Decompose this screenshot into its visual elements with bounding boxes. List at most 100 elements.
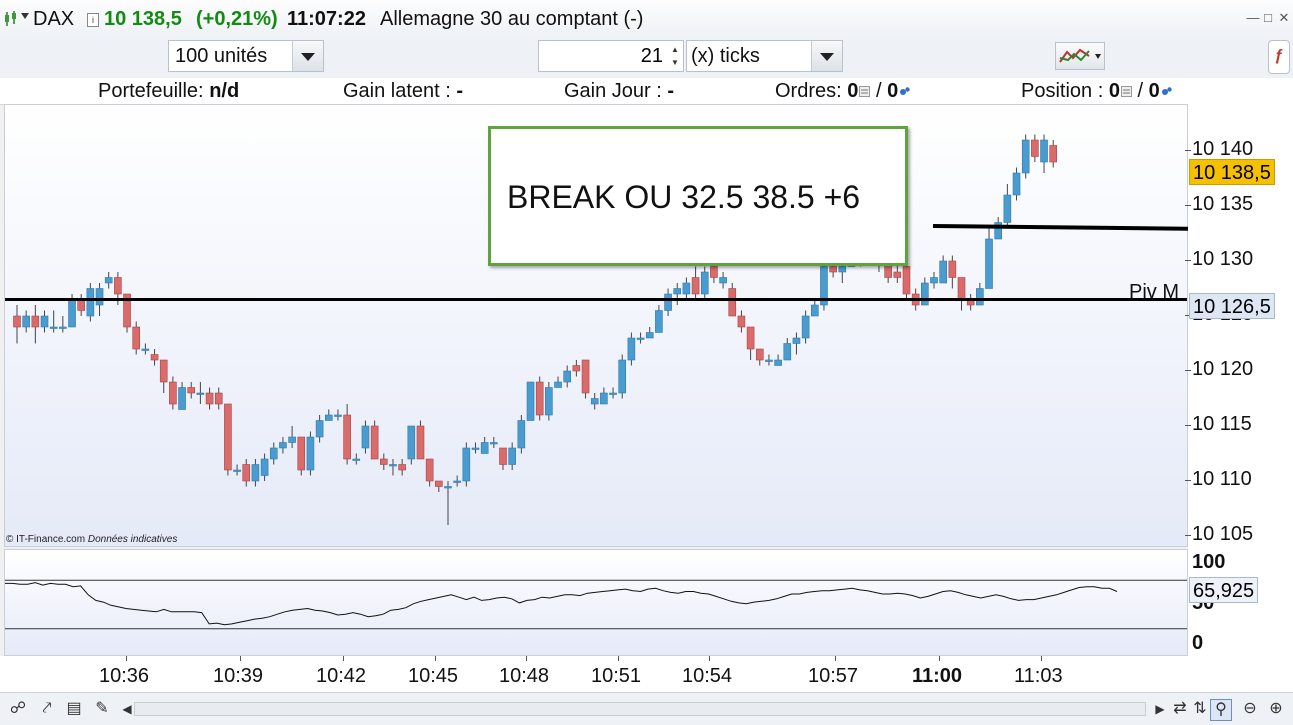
candle [141,348,150,351]
candle [31,315,40,328]
candle [324,414,333,421]
candle [379,458,388,465]
quantity-value: 100 unités [175,45,268,67]
candle [352,458,361,461]
maximize-icon[interactable]: □ [1264,10,1272,25]
symbol-label[interactable]: DAX [33,8,75,30]
candle [104,277,113,284]
instrument-description: Allemagne 30 au comptant (-) [380,8,644,30]
orders-list-icon[interactable] [859,86,871,98]
candle [95,288,104,306]
candle [755,348,764,361]
draw-tools-icon[interactable]: ✎ [95,700,109,717]
candle [187,387,196,394]
candle [306,436,315,471]
side-panel-button[interactable]: ƒ [1268,40,1290,74]
portfolio-info: Portefeuille: n/d [98,80,239,103]
position-list-icon[interactable] [1120,86,1132,98]
price-change: (+0,21%) [196,8,278,30]
scroll-left-icon[interactable]: ◀ [122,702,132,716]
time-tick-mark [939,656,940,661]
oscillator-chart[interactable] [5,550,1187,655]
symbol-dropdown-icon[interactable] [21,13,29,19]
app-chart-icon [5,11,16,26]
candle [13,315,21,328]
candle [361,425,370,449]
price-tick-label: 10 105 [1192,523,1254,545]
pivot-price-tag: 10 126,5 [1189,293,1275,319]
zoom-in-icon[interactable]: ⊕ [1269,700,1283,717]
zoom-fit-icon[interactable]: ⚲ [1210,699,1232,721]
time-tick-mark [435,656,436,661]
oscillator-panel[interactable] [4,549,1188,656]
last-price: 10 138,5 [104,8,182,30]
time-tick-mark [126,656,127,661]
split-icon[interactable]: ⇅ [1193,700,1207,717]
info-icon[interactable]: i [87,13,99,27]
candle [1003,194,1012,223]
time-tick-mark [1041,656,1042,661]
zoom-out-icon[interactable]: ⊖ [1243,700,1257,717]
candle [499,447,507,465]
candle [425,458,434,482]
portfolio-label: Portefeuille: [98,80,204,102]
price-tick-label: 10 120 [1192,358,1254,380]
price-tick-label: 10 115 [1192,413,1252,435]
link-icon[interactable]: ☍ [9,700,27,717]
position-info[interactable]: Position : 0 / 0 [1021,80,1172,103]
chevron-down-icon[interactable] [292,41,323,71]
candle [49,326,58,329]
candle [902,266,911,295]
candle [114,277,122,295]
candle [609,392,617,395]
minimize-icon[interactable]: — [1246,10,1260,25]
copyright-notice: © IT-Finance.com Données indicatives [6,534,177,545]
gears-icon[interactable] [899,86,910,97]
candle [435,480,443,487]
orders-info[interactable]: Ordres: 0 / 0 [775,80,910,103]
candle [132,326,141,350]
separator: / [875,80,888,102]
scroll-right-end-icon[interactable]: ▶ [1155,702,1165,716]
text-annotation-box[interactable]: BREAK OU 32.5 38.5 +6 [488,126,908,266]
gears-icon[interactable] [1161,86,1172,97]
orders-label: Ordres: [775,80,842,102]
chevron-down-icon[interactable] [1095,54,1101,59]
candle [948,260,957,278]
time-axis[interactable] [0,656,1293,692]
print-icon[interactable]: ▤ [66,700,82,717]
time-tick-label: 10:51 [591,665,642,687]
quantity-select[interactable]: 100 unités [168,40,324,72]
interval-stepper[interactable]: 21 ▲ ▼ [538,40,684,72]
candle [169,381,177,405]
candle [737,315,746,328]
candle [783,343,792,361]
spin-up-icon[interactable]: ▲ [671,45,679,54]
spin-down-icon[interactable]: ▼ [671,58,679,67]
price-axis[interactable] [1188,104,1293,656]
candle [829,266,837,273]
oscillator-value-tag: 65,925 [1189,577,1259,603]
position-auto-count: 0 [1148,80,1160,102]
candle [590,398,599,405]
candle [1031,139,1039,157]
chevron-down-icon[interactable] [811,41,842,71]
auto-scroll-icon[interactable]: ⇄ [1173,700,1187,717]
indicators-button[interactable] [1055,42,1105,70]
resistance-line [932,224,1212,231]
candle [159,359,168,383]
cursor-icon[interactable]: ⤤ [42,700,52,717]
horizontal-scrollbar[interactable] [134,702,1146,716]
quote-time: 11:07:22 [287,8,366,30]
orders-count: 0 [847,80,859,102]
position-count: 0 [1108,80,1120,102]
candle [370,425,379,460]
interval-unit-select[interactable]: (x) ticks [686,40,843,72]
candle [893,271,902,278]
candle [490,442,498,445]
candle [86,288,95,317]
time-tick-label: 11:03 [1014,665,1063,687]
candle [682,282,691,295]
price-tick-label: 10 110 [1192,468,1252,490]
close-icon[interactable]: ✕ [1278,10,1290,25]
